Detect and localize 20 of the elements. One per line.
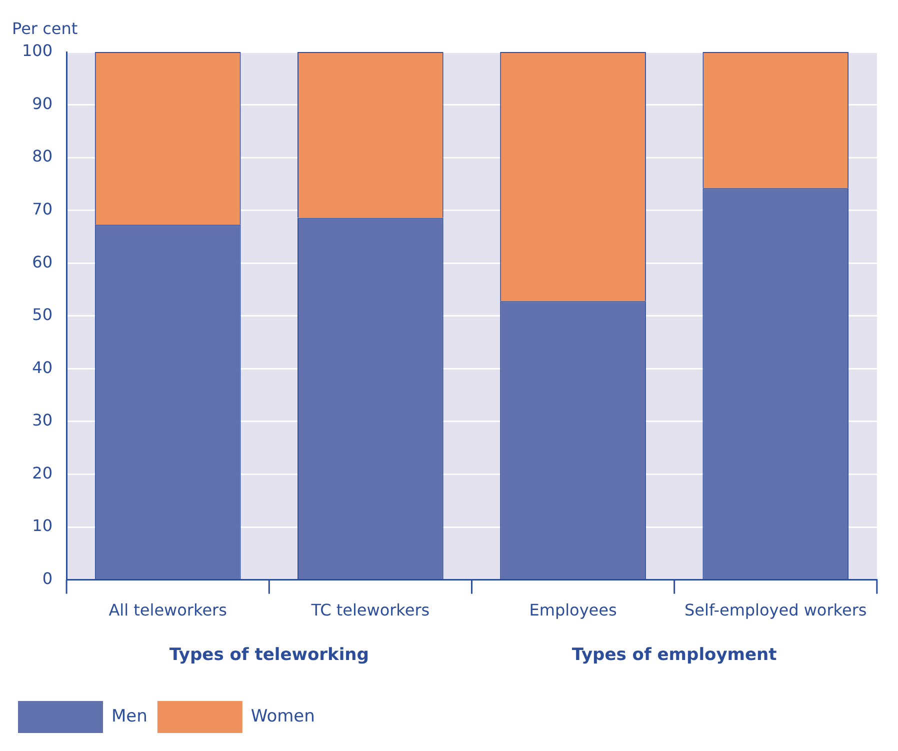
y-tick-label: 0 [42, 568, 53, 588]
y-tick-label: 80 [32, 146, 53, 166]
x-tick-label: TC teleworkers [310, 600, 430, 620]
y-tick-label: 50 [32, 305, 53, 324]
y-tick-label: 20 [32, 463, 53, 482]
y-tick-label: 60 [32, 252, 53, 272]
x-tick-label: Employees [529, 600, 617, 620]
x-tick-label: Self-employed workers [684, 600, 867, 620]
y-tick-label: 40 [32, 358, 53, 377]
text: Types of employment [572, 645, 777, 666]
y-axis-title: Per cent [12, 19, 78, 38]
y-tick-label: 100 [22, 41, 53, 60]
y-tick-label: 90 [32, 94, 53, 113]
legend-label: Women [250, 706, 315, 726]
x-tick-label: All teleworkers [108, 600, 227, 620]
text: Types of teleworking [169, 645, 369, 666]
y-tick-label: 10 [32, 516, 53, 536]
y-tick-label: 70 [32, 199, 53, 218]
legend-label: Men [112, 706, 148, 726]
y-tick-label: 30 [32, 410, 53, 430]
